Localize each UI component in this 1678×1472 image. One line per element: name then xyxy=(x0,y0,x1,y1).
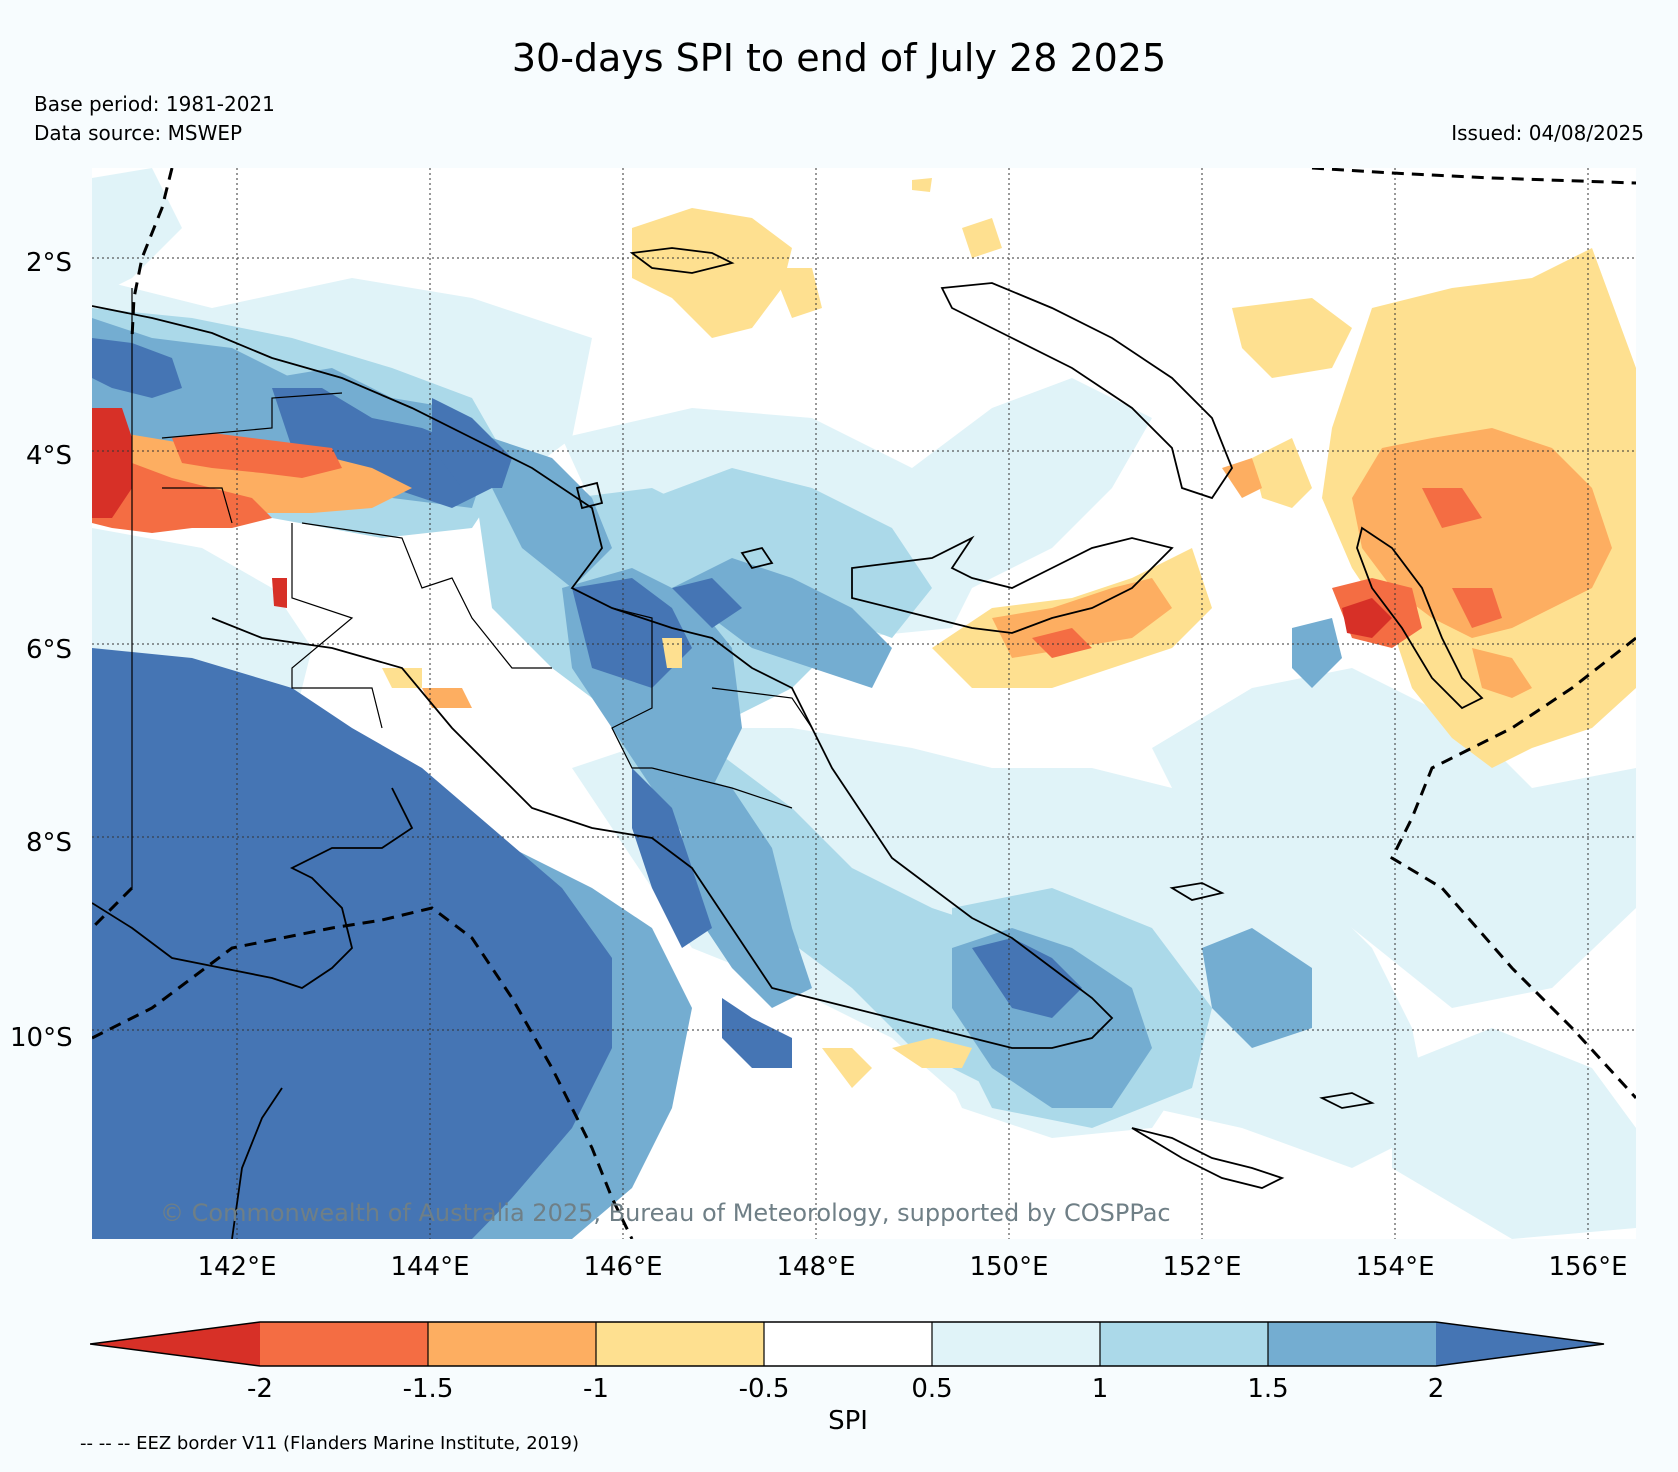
rossel-island xyxy=(1319,1092,1375,1109)
spi-class-above-2 xyxy=(92,338,1082,1239)
colorbar-tick: -0.5 xyxy=(738,1374,790,1404)
lon-label-146e: 146°E xyxy=(583,1252,663,1282)
admin-borders xyxy=(131,288,813,888)
spi-map xyxy=(92,168,1636,1239)
manus-island xyxy=(629,247,735,274)
lon-label-154e: 154°E xyxy=(1355,1252,1435,1282)
colorbar-segment-minus-2-to-minus-1.5 xyxy=(260,1322,428,1366)
colorbar-segment-minus-1-to-minus-0.5 xyxy=(596,1322,764,1366)
colorbar-segment-above-2 xyxy=(1436,1322,1604,1366)
bougainville xyxy=(1356,526,1484,710)
colorbar-segment-minus-1.5-to-minus-1 xyxy=(428,1322,596,1366)
coastlines xyxy=(92,247,1484,1239)
spi-colorbar xyxy=(90,1321,1605,1367)
long-island xyxy=(575,481,604,510)
colorbar-segment-below-minus-2 xyxy=(90,1322,260,1366)
new-britain xyxy=(851,535,1174,634)
lat-label-6s: 6°S xyxy=(26,635,73,665)
new-guinea-south-coast xyxy=(92,787,414,989)
new-ireland xyxy=(940,282,1234,500)
colorbar-segment-1-to-1.5 xyxy=(1100,1322,1268,1366)
lat-label-8s: 8°S xyxy=(26,828,73,858)
eez-border-note: -- -- -- EEZ border V11 (Flanders Marine… xyxy=(80,1433,580,1454)
lat-label-2s: 2°S xyxy=(26,248,73,278)
data-source-text: Data source: MSWEP xyxy=(34,121,243,145)
lon-label-152e: 152°E xyxy=(1162,1252,1242,1282)
base-period-text: Base period: 1981-2021 xyxy=(34,92,275,116)
spi-class-below-minus-2 xyxy=(92,408,1392,638)
colorbar-segment-1.5-to-2 xyxy=(1268,1322,1436,1366)
spi-map-svg xyxy=(92,168,1636,1239)
colorbar-label: SPI xyxy=(828,1406,868,1436)
lon-label-150e: 150°E xyxy=(969,1252,1049,1282)
colorbar-segment-0.5-to-1 xyxy=(932,1322,1100,1366)
southeast-islands xyxy=(1131,1127,1285,1189)
colorbar-tick: 1 xyxy=(1091,1374,1109,1404)
colorbar-segment-minus-0.5-to-0.5 xyxy=(764,1322,932,1366)
colorbar-tick: 2 xyxy=(1427,1374,1445,1404)
colorbar-tick: -1.5 xyxy=(402,1374,454,1404)
lon-label-156e: 156°E xyxy=(1548,1252,1628,1282)
colorbar-outline xyxy=(90,1321,1605,1367)
copyright-notice: © Commonwealth of Australia 2025, Bureau… xyxy=(160,1199,1171,1227)
issued-date-text: Issued: 04/08/2025 xyxy=(1451,121,1644,145)
lat-label-4s: 4°S xyxy=(26,441,73,471)
colorbar-tick: -2 xyxy=(247,1374,273,1404)
cape-york xyxy=(231,1087,283,1239)
lat-label-10s: 10°S xyxy=(10,1023,73,1053)
colorbar-tick: -1 xyxy=(583,1374,609,1404)
woodlark-island xyxy=(1169,882,1225,901)
new-guinea-north-coast xyxy=(92,305,1114,1049)
colorbar-dividers xyxy=(427,1322,1269,1366)
lon-label-144e: 144°E xyxy=(390,1252,470,1282)
lon-label-148e: 148°E xyxy=(776,1252,856,1282)
map-graticule xyxy=(92,168,1636,1239)
colorbar-tick: 1.5 xyxy=(1247,1374,1289,1404)
colorbar-tick: 0.5 xyxy=(911,1374,953,1404)
umboi-island xyxy=(740,546,774,570)
eez-borders xyxy=(92,168,1636,1239)
map-title: 30-days SPI to end of July 28 2025 xyxy=(511,36,1167,80)
lon-label-142e: 142°E xyxy=(197,1252,277,1282)
